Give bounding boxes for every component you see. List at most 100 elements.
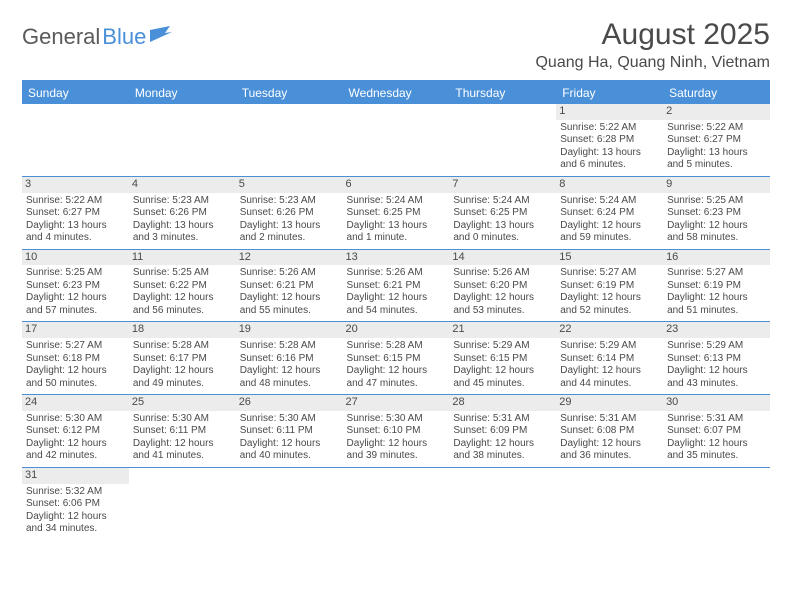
daylight-text: Daylight: 12 hours and 49 minutes. (133, 365, 232, 390)
day-number: 30 (663, 395, 770, 411)
header: GeneralBlue August 2025 Quang Ha, Quang … (22, 18, 770, 72)
sunset-text: Sunset: 6:14 PM (560, 353, 659, 366)
logo: GeneralBlue (22, 18, 176, 50)
calendar-cell: 4Sunrise: 5:23 AMSunset: 6:26 PMDaylight… (129, 176, 236, 249)
logo-text-1: General (22, 24, 100, 50)
calendar-cell: 26Sunrise: 5:30 AMSunset: 6:11 PMDayligh… (236, 395, 343, 468)
sunrise-text: Sunrise: 5:25 AM (133, 267, 232, 280)
sunrise-text: Sunrise: 5:25 AM (26, 267, 125, 280)
day-number: 8 (556, 177, 663, 193)
daylight-text: Daylight: 12 hours and 55 minutes. (240, 292, 339, 317)
daylight-text: Daylight: 12 hours and 48 minutes. (240, 365, 339, 390)
sunset-text: Sunset: 6:13 PM (667, 353, 766, 366)
sunrise-text: Sunrise: 5:30 AM (133, 413, 232, 426)
sunset-text: Sunset: 6:12 PM (26, 425, 125, 438)
calendar-cell (129, 467, 236, 539)
daylight-text: Daylight: 12 hours and 57 minutes. (26, 292, 125, 317)
sunrise-text: Sunrise: 5:30 AM (26, 413, 125, 426)
calendar-cell: 15Sunrise: 5:27 AMSunset: 6:19 PMDayligh… (556, 249, 663, 322)
calendar-cell (22, 104, 129, 176)
day-number: 26 (236, 395, 343, 411)
sunrise-text: Sunrise: 5:24 AM (453, 195, 552, 208)
daylight-text: Daylight: 12 hours and 51 minutes. (667, 292, 766, 317)
day-number: 17 (22, 322, 129, 338)
calendar-cell: 10Sunrise: 5:25 AMSunset: 6:23 PMDayligh… (22, 249, 129, 322)
day-number (236, 104, 343, 120)
day-number (343, 468, 450, 484)
daylight-text: Daylight: 12 hours and 43 minutes. (667, 365, 766, 390)
calendar-cell: 18Sunrise: 5:28 AMSunset: 6:17 PMDayligh… (129, 322, 236, 395)
dayname: Saturday (663, 81, 770, 104)
day-number: 14 (449, 250, 556, 266)
calendar-week: 24Sunrise: 5:30 AMSunset: 6:12 PMDayligh… (22, 395, 770, 468)
sunrise-text: Sunrise: 5:31 AM (667, 413, 766, 426)
calendar-cell (449, 467, 556, 539)
sunset-text: Sunset: 6:07 PM (667, 425, 766, 438)
day-number (129, 104, 236, 120)
sunrise-text: Sunrise: 5:27 AM (26, 340, 125, 353)
day-number: 3 (22, 177, 129, 193)
calendar-cell: 8Sunrise: 5:24 AMSunset: 6:24 PMDaylight… (556, 176, 663, 249)
calendar-cell (129, 104, 236, 176)
day-number: 21 (449, 322, 556, 338)
calendar-cell: 31Sunrise: 5:32 AMSunset: 6:06 PMDayligh… (22, 467, 129, 539)
sunset-text: Sunset: 6:26 PM (240, 207, 339, 220)
daylight-text: Daylight: 13 hours and 4 minutes. (26, 220, 125, 245)
calendar-week: 1Sunrise: 5:22 AMSunset: 6:28 PMDaylight… (22, 104, 770, 176)
sunset-text: Sunset: 6:27 PM (667, 134, 766, 147)
calendar-cell: 25Sunrise: 5:30 AMSunset: 6:11 PMDayligh… (129, 395, 236, 468)
calendar-week: 3Sunrise: 5:22 AMSunset: 6:27 PMDaylight… (22, 176, 770, 249)
sunrise-text: Sunrise: 5:24 AM (347, 195, 446, 208)
calendar-week: 17Sunrise: 5:27 AMSunset: 6:18 PMDayligh… (22, 322, 770, 395)
calendar-cell: 12Sunrise: 5:26 AMSunset: 6:21 PMDayligh… (236, 249, 343, 322)
daylight-text: Daylight: 12 hours and 42 minutes. (26, 438, 125, 463)
calendar-cell: 30Sunrise: 5:31 AMSunset: 6:07 PMDayligh… (663, 395, 770, 468)
daylight-text: Daylight: 12 hours and 36 minutes. (560, 438, 659, 463)
sunset-text: Sunset: 6:11 PM (240, 425, 339, 438)
dayname: Tuesday (236, 81, 343, 104)
day-number: 20 (343, 322, 450, 338)
sunset-text: Sunset: 6:09 PM (453, 425, 552, 438)
day-number: 6 (343, 177, 450, 193)
daylight-text: Daylight: 12 hours and 39 minutes. (347, 438, 446, 463)
calendar-cell (236, 104, 343, 176)
sunrise-text: Sunrise: 5:28 AM (133, 340, 232, 353)
sunset-text: Sunset: 6:15 PM (453, 353, 552, 366)
calendar-cell: 5Sunrise: 5:23 AMSunset: 6:26 PMDaylight… (236, 176, 343, 249)
day-number (556, 468, 663, 484)
day-number: 16 (663, 250, 770, 266)
sunrise-text: Sunrise: 5:26 AM (240, 267, 339, 280)
logo-text-2: Blue (102, 24, 146, 50)
month-title: August 2025 (535, 18, 770, 52)
day-number: 25 (129, 395, 236, 411)
dayname: Sunday (22, 81, 129, 104)
dayname: Monday (129, 81, 236, 104)
calendar-cell: 22Sunrise: 5:29 AMSunset: 6:14 PMDayligh… (556, 322, 663, 395)
sunset-text: Sunset: 6:18 PM (26, 353, 125, 366)
calendar-cell: 23Sunrise: 5:29 AMSunset: 6:13 PMDayligh… (663, 322, 770, 395)
calendar-cell: 29Sunrise: 5:31 AMSunset: 6:08 PMDayligh… (556, 395, 663, 468)
daylight-text: Daylight: 12 hours and 38 minutes. (453, 438, 552, 463)
daylight-text: Daylight: 12 hours and 52 minutes. (560, 292, 659, 317)
sunset-text: Sunset: 6:25 PM (453, 207, 552, 220)
calendar-cell: 7Sunrise: 5:24 AMSunset: 6:25 PMDaylight… (449, 176, 556, 249)
sunrise-text: Sunrise: 5:28 AM (347, 340, 446, 353)
day-number: 12 (236, 250, 343, 266)
sunset-text: Sunset: 6:24 PM (560, 207, 659, 220)
day-number (129, 468, 236, 484)
daylight-text: Daylight: 12 hours and 50 minutes. (26, 365, 125, 390)
sunset-text: Sunset: 6:15 PM (347, 353, 446, 366)
sunrise-text: Sunrise: 5:27 AM (667, 267, 766, 280)
calendar-cell: 16Sunrise: 5:27 AMSunset: 6:19 PMDayligh… (663, 249, 770, 322)
sunset-text: Sunset: 6:26 PM (133, 207, 232, 220)
location: Quang Ha, Quang Ninh, Vietnam (535, 54, 770, 72)
sunset-text: Sunset: 6:23 PM (26, 280, 125, 293)
calendar-cell: 21Sunrise: 5:29 AMSunset: 6:15 PMDayligh… (449, 322, 556, 395)
calendar-cell: 13Sunrise: 5:26 AMSunset: 6:21 PMDayligh… (343, 249, 450, 322)
daylight-text: Daylight: 12 hours and 34 minutes. (26, 511, 125, 536)
day-number: 23 (663, 322, 770, 338)
day-number: 24 (22, 395, 129, 411)
day-number: 28 (449, 395, 556, 411)
sunset-text: Sunset: 6:23 PM (667, 207, 766, 220)
day-number: 1 (556, 104, 663, 120)
